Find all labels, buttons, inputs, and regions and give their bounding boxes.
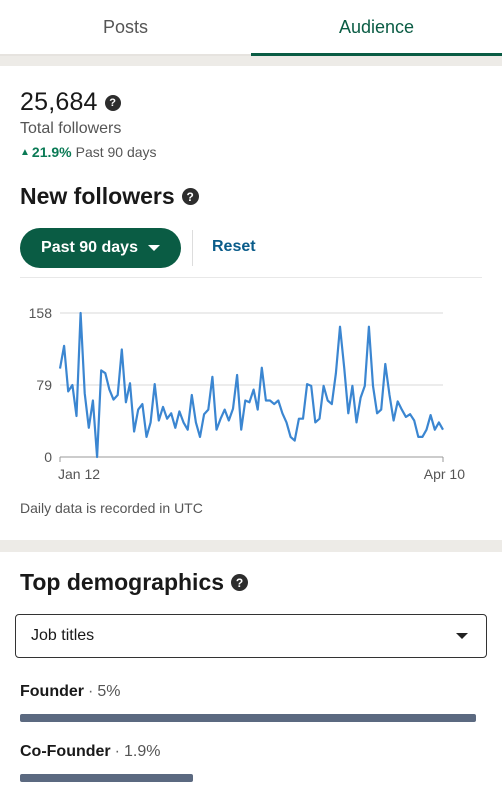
tab-audience[interactable]: Audience (251, 0, 502, 56)
caret-down-icon (456, 633, 468, 639)
y-tick-label: 158 (29, 305, 53, 321)
date-range-dropdown[interactable]: Past 90 days (20, 228, 181, 268)
demographic-bar-co-founder (20, 774, 194, 782)
tab-bar: Posts Audience (0, 0, 502, 56)
tab-posts[interactable]: Posts (0, 0, 251, 54)
date-range-label: Past 90 days (41, 239, 138, 256)
total-followers-value: 25,684 (20, 88, 98, 116)
help-icon[interactable]: ? (181, 188, 199, 205)
section-separator (0, 56, 502, 66)
y-tick-label: 79 (36, 377, 52, 393)
new-followers-heading: New followers ? (20, 183, 199, 210)
demographic-type-value: Job titles (31, 627, 95, 644)
followers-card (0, 66, 502, 540)
reset-button[interactable]: Reset (212, 238, 256, 255)
trend-percent: 21.9% (31, 144, 72, 160)
top-demographics-heading: Top demographics ? (20, 569, 249, 596)
chart-y-ticks: 158 79 0 (29, 305, 53, 465)
divider (192, 230, 193, 266)
help-icon[interactable]: ? (104, 94, 121, 111)
top-demographics-title: Top demographics (20, 569, 225, 595)
trend-period: Past 90 days (75, 144, 157, 160)
section-separator (0, 540, 502, 552)
demographic-item-co-founder: Co-Founder · 1.9% (20, 743, 161, 760)
total-followers-row: 25,684 ? (20, 88, 121, 117)
demographic-percent: 5% (97, 683, 121, 700)
followers-trend: ▲ 21.9% Past 90 days (20, 144, 157, 160)
demographic-type-select[interactable]: Job titles (15, 614, 487, 658)
utc-note: Daily data is recorded in UTC (20, 500, 203, 516)
trend-up-icon: ▲ (20, 146, 30, 158)
chart-grid (60, 312, 443, 458)
demographic-bar-founder (20, 714, 476, 722)
y-tick-label: 0 (44, 449, 52, 465)
demographics-card (0, 552, 502, 791)
x-tick-label: Jan 12 (58, 466, 100, 482)
new-followers-line (58, 311, 444, 459)
demographic-item-founder: Founder · 5% (20, 683, 121, 700)
new-followers-title: New followers (20, 183, 175, 209)
chart-x-ticks: Jan 12 Apr 10 (58, 457, 465, 482)
demographic-percent: 1.9% (123, 743, 161, 760)
x-tick-label: Apr 10 (424, 466, 465, 482)
demographic-label: Co-Founder (20, 743, 111, 760)
tab-audience-label: Audience (338, 16, 415, 37)
new-followers-chart: 158 79 0 Jan 12 Apr 10 (29, 305, 466, 482)
total-followers-label: Total followers (20, 120, 122, 137)
help-icon[interactable]: ? (231, 574, 249, 591)
tab-posts-label: Posts (102, 16, 149, 37)
demographic-label: Founder (20, 683, 84, 700)
divider (20, 277, 482, 278)
caret-down-icon (147, 245, 160, 251)
